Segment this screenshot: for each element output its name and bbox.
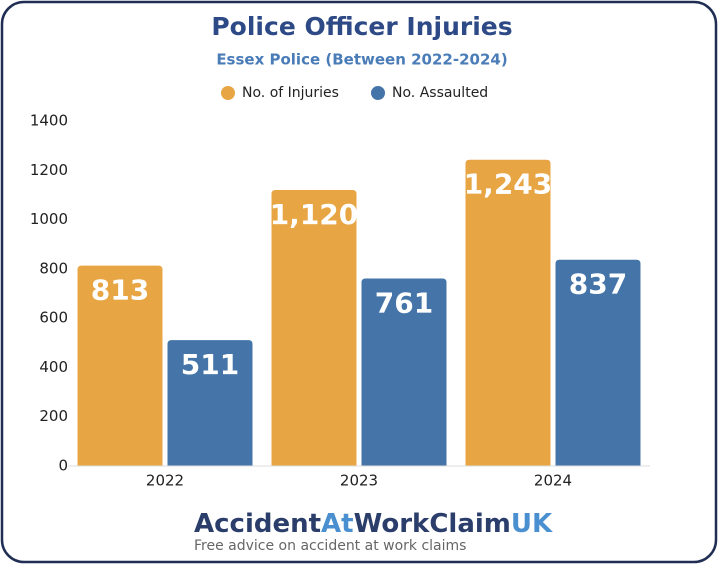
x-tick-label: 2024 [534,472,572,490]
legend-label: No. of Injuries [242,85,339,101]
y-tick-label: 1000 [30,210,68,228]
brand-part: WorkClaim [354,509,511,539]
bar [465,159,551,467]
x-tick-label: 2023 [340,472,378,490]
legend-label: No. Assaulted [392,85,488,101]
bar [167,340,253,466]
value-label: 1,243 [464,168,553,201]
x-tick-label: 2022 [146,472,184,490]
brand: AccidentAtWorkClaimUK [194,509,553,539]
tagline: Free advice on accident at work claims [194,538,466,554]
legend-marker [221,86,235,100]
brand-part: UK [511,509,553,539]
bar [77,265,163,466]
bar [361,278,447,466]
y-tick-label: 400 [39,358,68,376]
chart-title: Police Officer Injuries [211,12,512,41]
y-tick-label: 1200 [30,161,68,179]
chart-subtitle: Essex Police (Between 2022-2024) [216,51,507,69]
value-label: 761 [375,286,433,319]
bar [271,190,357,466]
brand-part: At [321,509,354,539]
y-tick-label: 1400 [30,112,68,130]
y-tick-label: 200 [39,407,68,425]
value-label: 837 [569,268,627,301]
value-label: 813 [91,274,149,307]
legend-marker [371,86,385,100]
bar [555,259,641,466]
y-tick-label: 0 [58,457,68,475]
y-tick-label: 600 [39,309,68,327]
value-label: 511 [181,348,239,381]
value-label: 1,120 [270,198,359,231]
y-tick-label: 800 [39,259,68,277]
brand-part: Accident [194,509,321,539]
